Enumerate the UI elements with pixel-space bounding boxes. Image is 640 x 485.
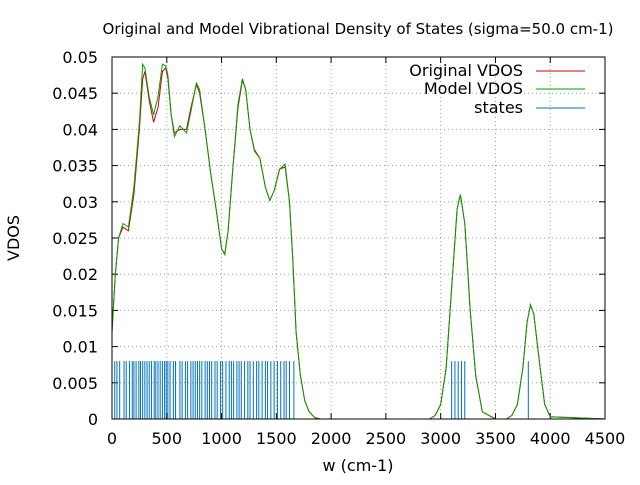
x-tick-label: 4500	[585, 429, 626, 448]
y-tick-label: 0.025	[52, 229, 98, 248]
legend-label-states: states	[474, 98, 523, 117]
tick-layer: 0 500 1000 1500 2000 2500 3000 3500 4000 4500 0 0.0…	[52, 48, 625, 448]
y-tick-label: 0.04	[62, 120, 98, 139]
x-tick-label: 2000	[311, 429, 352, 448]
legend-label-model: Model VDOS	[424, 79, 523, 98]
chart-title: Original and Model Vibrational Density o…	[103, 20, 614, 38]
x-tick-label: 2500	[366, 429, 407, 448]
y-tick-label: 0.05	[62, 48, 98, 67]
y-axis-label: VDOS	[4, 215, 23, 261]
x-tick-label: 4000	[530, 429, 571, 448]
y-tick-label: 0.02	[62, 265, 98, 284]
x-tick-label: 1500	[256, 429, 297, 448]
x-tick-label: 1000	[201, 429, 242, 448]
y-tick-label: 0.03	[62, 193, 98, 212]
x-tick-label: 0	[107, 429, 117, 448]
y-tick-label: 0	[88, 410, 98, 429]
original-vdos-line	[111, 66, 606, 420]
y-tick-label: 0.005	[52, 374, 98, 393]
y-tick-label: 0.015	[52, 301, 98, 320]
model-vdos-line	[111, 62, 606, 420]
y-tick-label: 0.01	[62, 338, 98, 357]
legend: Original VDOS Model VDOS states	[409, 61, 585, 117]
series-layer	[111, 62, 606, 420]
legend-label-original: Original VDOS	[409, 61, 523, 80]
plot-frame	[111, 56, 606, 420]
x-tick-label: 3500	[475, 429, 516, 448]
x-tick-label: 3000	[420, 429, 461, 448]
grid-layer	[112, 57, 605, 419]
y-tick-label: 0.045	[52, 84, 98, 103]
x-tick-label: 500	[152, 429, 183, 448]
y-tick-label: 0.035	[52, 157, 98, 176]
x-axis-label: w (cm-1)	[323, 456, 394, 475]
